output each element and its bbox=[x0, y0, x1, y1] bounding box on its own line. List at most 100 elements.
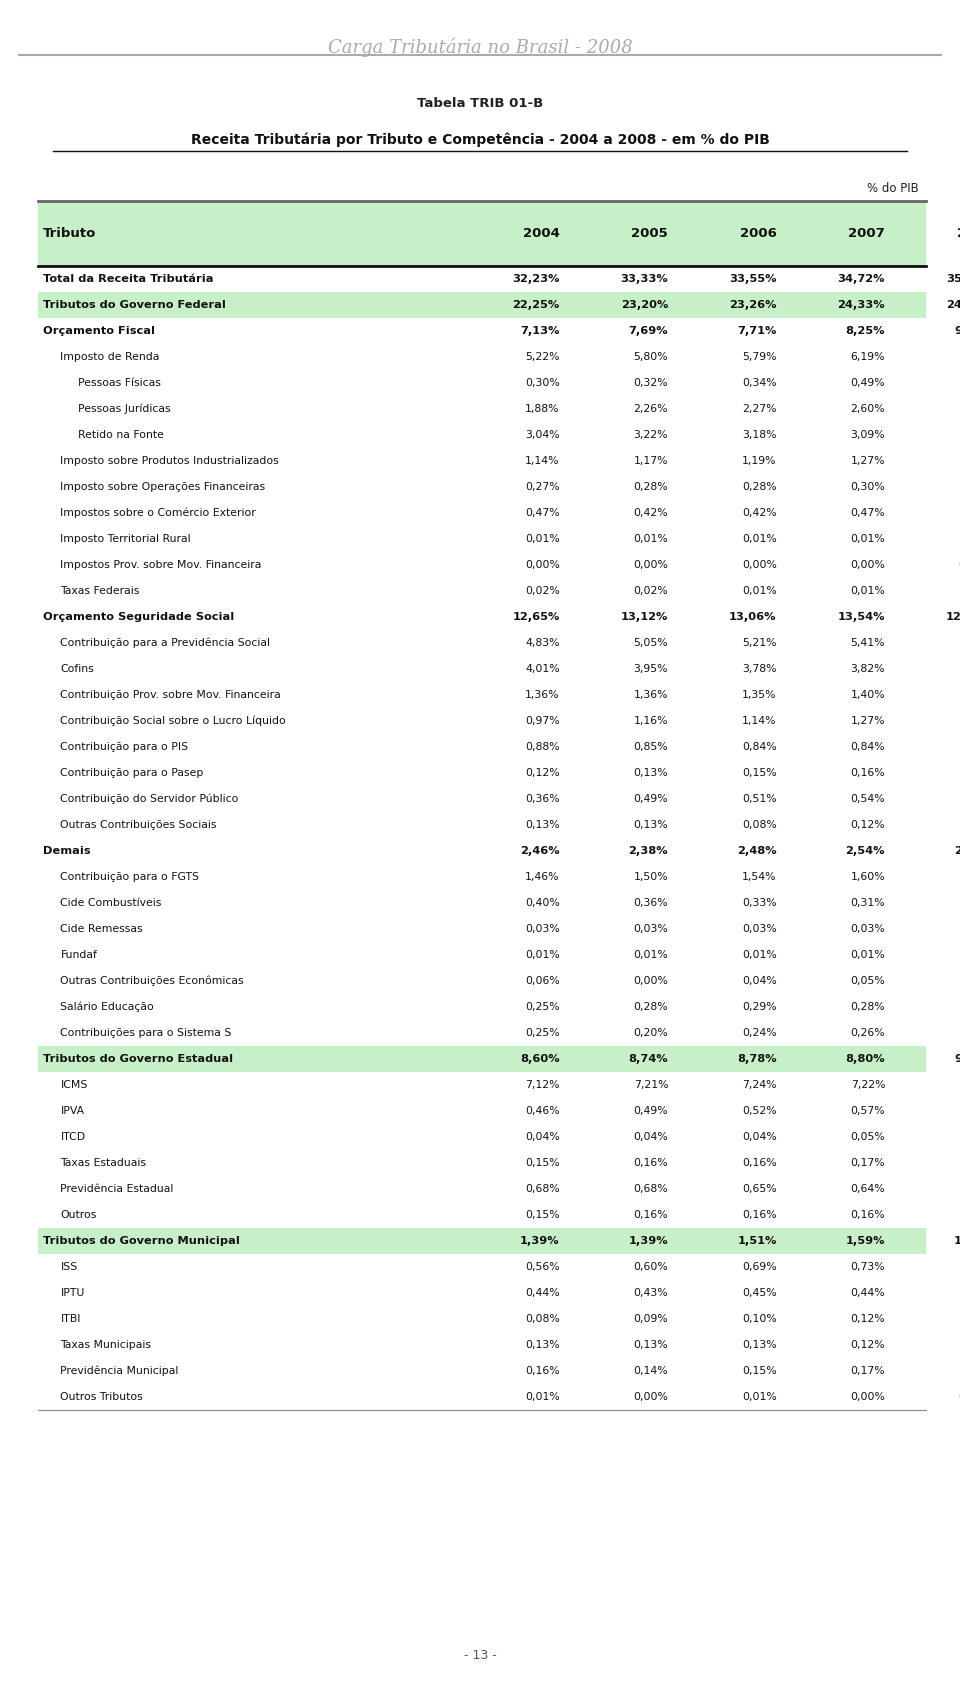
Text: 0,17%: 0,17% bbox=[959, 767, 960, 777]
Text: 0,85%: 0,85% bbox=[634, 742, 668, 752]
Text: 0,59%: 0,59% bbox=[959, 508, 960, 518]
Text: 2,46%: 2,46% bbox=[520, 846, 560, 856]
Text: 9,40%: 9,40% bbox=[954, 326, 960, 336]
Text: 1,60%: 1,60% bbox=[851, 871, 885, 881]
Text: 0,15%: 0,15% bbox=[742, 1366, 777, 1376]
Text: 13,12%: 13,12% bbox=[621, 612, 668, 622]
Text: 23,26%: 23,26% bbox=[730, 300, 777, 310]
Text: Taxas Federais: Taxas Federais bbox=[60, 587, 140, 597]
Text: 0,12%: 0,12% bbox=[851, 820, 885, 830]
Text: 0,01%: 0,01% bbox=[525, 950, 560, 960]
Text: 5,79%: 5,79% bbox=[742, 351, 777, 361]
Text: Cofins: Cofins bbox=[60, 663, 94, 673]
Text: 8,80%: 8,80% bbox=[846, 1054, 885, 1064]
Text: 1,14%: 1,14% bbox=[525, 455, 560, 465]
Text: 5,80%: 5,80% bbox=[634, 351, 668, 361]
Text: 8,25%: 8,25% bbox=[846, 326, 885, 336]
Text: Pessoas Físicas: Pessoas Físicas bbox=[78, 379, 160, 389]
Text: 1,59%: 1,59% bbox=[846, 1236, 885, 1246]
Text: 2,48%: 2,48% bbox=[737, 846, 777, 856]
Text: 5,21%: 5,21% bbox=[742, 638, 777, 648]
Text: 0,42%: 0,42% bbox=[742, 508, 777, 518]
Text: Tributos do Governo Estadual: Tributos do Governo Estadual bbox=[43, 1054, 233, 1064]
Text: Tributos do Governo Municipal: Tributos do Governo Municipal bbox=[43, 1236, 240, 1246]
Text: 35,80%: 35,80% bbox=[947, 275, 960, 285]
Text: 0,12%: 0,12% bbox=[959, 820, 960, 830]
Text: Contribuição do Servidor Público: Contribuição do Servidor Público bbox=[60, 795, 239, 805]
Text: Outras Contribuições Sociais: Outras Contribuições Sociais bbox=[60, 820, 217, 830]
Text: 0,69%: 0,69% bbox=[742, 1262, 777, 1272]
Text: 0,04%: 0,04% bbox=[525, 1132, 560, 1142]
Text: Outros Tributos: Outros Tributos bbox=[60, 1391, 143, 1402]
Text: 2007: 2007 bbox=[849, 227, 885, 240]
Text: Pessoas Jurídicas: Pessoas Jurídicas bbox=[78, 404, 170, 414]
Text: 0,00%: 0,00% bbox=[959, 559, 960, 569]
Text: 0,04%: 0,04% bbox=[634, 1132, 668, 1142]
Text: 0,14%: 0,14% bbox=[634, 1366, 668, 1376]
Text: 0,68%: 0,68% bbox=[634, 1183, 668, 1194]
Text: 3,95%: 3,95% bbox=[634, 663, 668, 673]
Text: 0,01%: 0,01% bbox=[742, 587, 777, 597]
Text: 0,03%: 0,03% bbox=[851, 924, 885, 934]
Text: 0,51%: 0,51% bbox=[742, 795, 777, 805]
Text: Imposto Territorial Rural: Imposto Territorial Rural bbox=[60, 534, 191, 544]
Text: 0,84%: 0,84% bbox=[851, 742, 885, 752]
Text: IPTU: IPTU bbox=[60, 1287, 84, 1298]
Text: Fundaf: Fundaf bbox=[60, 950, 97, 960]
Text: Orçamento Fiscal: Orçamento Fiscal bbox=[43, 326, 156, 336]
Text: 0,47%: 0,47% bbox=[525, 508, 560, 518]
Text: 24,92%: 24,92% bbox=[947, 300, 960, 310]
Text: 1,51%: 1,51% bbox=[737, 1236, 777, 1246]
Text: 0,12%: 0,12% bbox=[851, 1340, 885, 1350]
Text: 0,03%: 0,03% bbox=[959, 691, 960, 701]
Text: 4,01%: 4,01% bbox=[525, 663, 560, 673]
Text: 5,22%: 5,22% bbox=[525, 351, 560, 361]
Text: 12,93%: 12,93% bbox=[947, 612, 960, 622]
Text: 3,82%: 3,82% bbox=[851, 663, 885, 673]
Text: Contribuição Prov. sobre Mov. Financeira: Contribuição Prov. sobre Mov. Financeira bbox=[60, 691, 281, 701]
Text: 0,00%: 0,00% bbox=[959, 1391, 960, 1402]
Text: 0,00%: 0,00% bbox=[851, 559, 885, 569]
Text: 0,09%: 0,09% bbox=[634, 1315, 668, 1325]
Text: 0,36%: 0,36% bbox=[525, 795, 560, 805]
Text: 0,03%: 0,03% bbox=[525, 924, 560, 934]
Text: ITBI: ITBI bbox=[60, 1315, 81, 1325]
Text: 0,27%: 0,27% bbox=[525, 483, 560, 493]
Text: 4,05%: 4,05% bbox=[959, 663, 960, 673]
Text: 0,60%: 0,60% bbox=[634, 1262, 668, 1272]
Text: 0,84%: 0,84% bbox=[742, 742, 777, 752]
Text: 8,78%: 8,78% bbox=[737, 1054, 777, 1064]
Text: 0,44%: 0,44% bbox=[851, 1287, 885, 1298]
Text: 0,01%: 0,01% bbox=[525, 534, 560, 544]
Text: Imposto sobre Produtos Industrializados: Imposto sobre Produtos Industrializados bbox=[60, 455, 279, 465]
Text: 0,01%: 0,01% bbox=[851, 950, 885, 960]
Text: 0,28%: 0,28% bbox=[851, 1003, 885, 1013]
Text: 0,56%: 0,56% bbox=[959, 795, 960, 805]
Text: 0,97%: 0,97% bbox=[525, 716, 560, 726]
Text: 1,27%: 1,27% bbox=[851, 716, 885, 726]
Text: 23,20%: 23,20% bbox=[621, 300, 668, 310]
Text: Imposto de Renda: Imposto de Renda bbox=[60, 351, 160, 361]
Text: 0,34%: 0,34% bbox=[742, 379, 777, 389]
Text: 2008: 2008 bbox=[957, 227, 960, 240]
Text: Total da Receita Tributária: Total da Receita Tributária bbox=[43, 275, 214, 285]
Text: 1,27%: 1,27% bbox=[851, 455, 885, 465]
Text: 0,16%: 0,16% bbox=[525, 1366, 560, 1376]
Text: 0,56%: 0,56% bbox=[525, 1262, 560, 1272]
Text: 0,13%: 0,13% bbox=[742, 1340, 777, 1350]
Text: 0,49%: 0,49% bbox=[634, 1107, 668, 1117]
Text: 34,72%: 34,72% bbox=[838, 275, 885, 285]
Text: 3,04%: 3,04% bbox=[525, 430, 560, 440]
Text: 0,54%: 0,54% bbox=[851, 795, 885, 805]
Text: 32,23%: 32,23% bbox=[513, 275, 560, 285]
Text: 0,17%: 0,17% bbox=[959, 1211, 960, 1221]
Text: 0,00%: 0,00% bbox=[634, 975, 668, 985]
Text: 2,60%: 2,60% bbox=[851, 404, 885, 414]
Text: 0,40%: 0,40% bbox=[525, 899, 560, 909]
Text: 0,02%: 0,02% bbox=[634, 587, 668, 597]
Text: 2,38%: 2,38% bbox=[629, 846, 668, 856]
Text: 0,13%: 0,13% bbox=[634, 1340, 668, 1350]
Text: 1,50%: 1,50% bbox=[634, 871, 668, 881]
Text: 7,21%: 7,21% bbox=[634, 1079, 668, 1089]
Text: 7,71%: 7,71% bbox=[737, 326, 777, 336]
